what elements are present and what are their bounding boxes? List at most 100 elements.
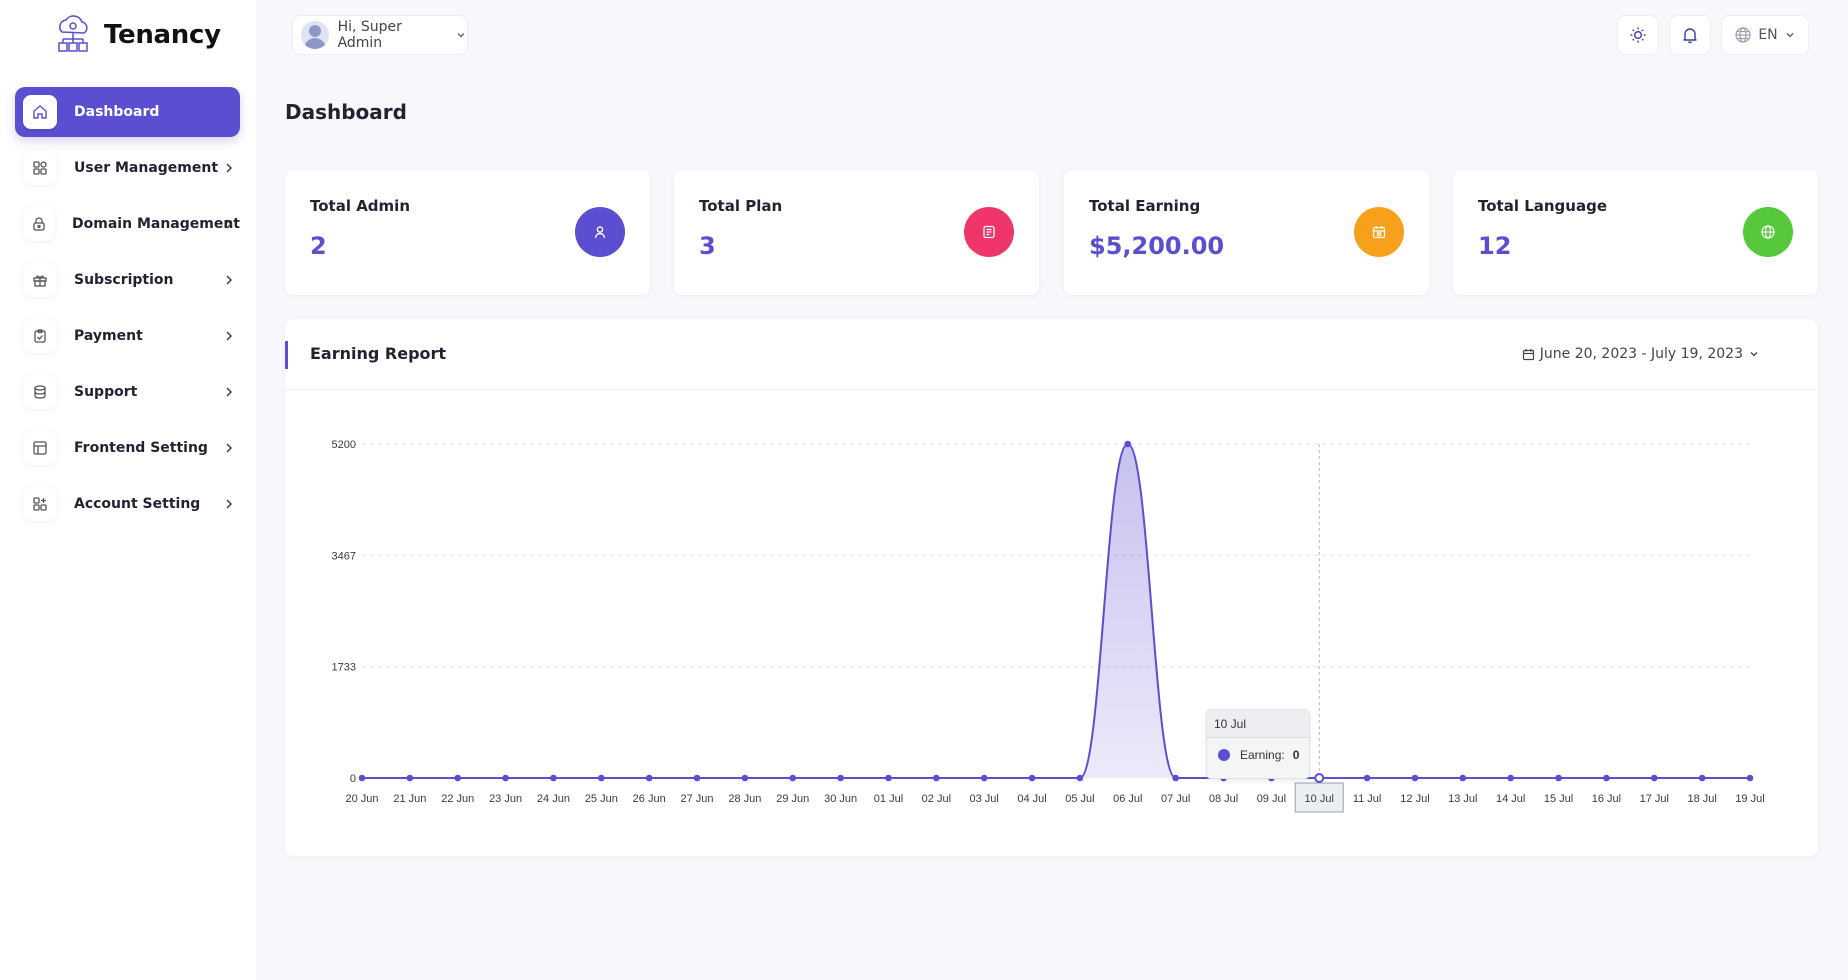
sidebar-item-label: Domain Management — [72, 216, 240, 232]
theme-toggle-button[interactable] — [1617, 15, 1659, 55]
gift-icon — [23, 263, 57, 297]
sidebar: Tenancy Dashboard User Management Domain… — [0, 0, 256, 980]
data-point[interactable] — [1555, 774, 1562, 782]
chevron-right-icon — [226, 499, 232, 509]
earning-report-header: Earning Report June 20, 2023 - July 19, … — [285, 319, 1818, 390]
data-point[interactable] — [1746, 774, 1754, 782]
data-point[interactable] — [1076, 774, 1084, 782]
x-tick-label: 21 Jun — [393, 793, 426, 805]
tooltip-title: 10 Jul — [1207, 710, 1309, 738]
data-point[interactable] — [1314, 773, 1325, 783]
data-point[interactable] — [837, 774, 844, 782]
stat-value: 2 — [310, 232, 327, 260]
x-tick-label: 01 Jul — [874, 793, 903, 805]
data-point[interactable] — [1172, 774, 1179, 782]
chevron-right-icon — [226, 163, 232, 173]
avatar — [301, 21, 329, 49]
sidebar-item-dashboard[interactable]: Dashboard — [15, 87, 240, 137]
language-selector[interactable]: EN — [1721, 15, 1809, 55]
x-tick-label: 29 Jun — [776, 793, 809, 805]
chevron-right-icon — [226, 331, 232, 341]
stat-card-total-earning: Total Earning $5,200.00 — [1064, 170, 1429, 295]
sidebar-item-frontend-setting[interactable]: Frontend Setting — [15, 423, 240, 473]
data-point[interactable] — [1507, 774, 1514, 782]
x-tick-label: 06 Jul — [1113, 793, 1142, 805]
data-point[interactable] — [1411, 774, 1419, 782]
date-range-picker[interactable]: June 20, 2023 - July 19, 2023 — [1522, 346, 1760, 362]
x-tick-label: 08 Jul — [1209, 793, 1238, 805]
x-tick-label: 09 Jul — [1257, 793, 1286, 805]
x-tick-label: 16 Jul — [1592, 793, 1621, 805]
stat-value: 3 — [699, 232, 716, 260]
sidebar-item-user-management[interactable]: User Management — [15, 143, 240, 193]
data-point[interactable] — [502, 774, 509, 782]
earning-chart: 0 1733 3467 5200 20 Jun 21 Jun 22 Jun 23 Jun 24 … — [332, 439, 1765, 813]
sidebar-item-label: Account Setting — [74, 496, 201, 512]
data-point[interactable] — [1028, 774, 1036, 782]
crosshair-label-box — [1294, 782, 1344, 813]
data-point[interactable] — [1124, 440, 1132, 448]
stat-label: Total Language — [1478, 197, 1608, 215]
earning-report-title: Earning Report — [310, 344, 447, 363]
language-code: EN — [1758, 27, 1778, 43]
title-accent-bar — [285, 341, 288, 369]
stat-label: Total Plan — [699, 197, 783, 215]
x-tick-label: 26 Jun — [633, 793, 666, 805]
data-point[interactable] — [1459, 774, 1467, 782]
x-tick-label: 22 Jun — [441, 793, 474, 805]
chevron-right-icon — [226, 387, 232, 397]
data-point[interactable] — [885, 774, 892, 782]
x-tick-label: 02 Jul — [922, 793, 951, 805]
sidebar-item-subscription[interactable]: Subscription — [15, 255, 240, 305]
chevron-right-icon — [226, 275, 232, 285]
x-tick-label: 13 Jul — [1448, 793, 1477, 805]
calendar-icon — [1522, 348, 1534, 360]
x-tick-label: 04 Jul — [1017, 793, 1046, 805]
home-icon — [23, 95, 57, 129]
data-point[interactable] — [1363, 774, 1371, 782]
data-point[interactable] — [741, 774, 749, 782]
x-tick-label: 15 Jul — [1544, 793, 1573, 805]
x-tick-label: 27 Jun — [681, 793, 714, 805]
data-point[interactable] — [598, 774, 605, 782]
user-menu-button[interactable]: Hi, Super Admin — [292, 15, 468, 55]
sidebar-item-label: Frontend Setting — [74, 440, 208, 456]
stat-label: Total Earning — [1089, 197, 1201, 215]
y-tick-label: 3467 — [332, 550, 356, 562]
sidebar-item-support[interactable]: Support — [15, 367, 240, 417]
logo[interactable]: Tenancy — [50, 12, 221, 58]
stat-label: Total Admin — [310, 197, 410, 215]
chart-tooltip: 10 Jul Earning: 0 — [1206, 709, 1310, 779]
data-point[interactable] — [645, 774, 653, 782]
data-point[interactable] — [406, 774, 414, 782]
sidebar-item-account-setting[interactable]: Account Setting — [15, 479, 240, 529]
data-point[interactable] — [1698, 774, 1706, 782]
data-point[interactable] — [454, 774, 462, 782]
document-icon — [964, 207, 1014, 257]
stat-card-total-language: Total Language 12 — [1453, 170, 1818, 295]
data-point[interactable] — [1603, 774, 1610, 782]
sidebar-item-domain-management[interactable]: Domain Management — [15, 199, 240, 249]
y-tick-label: 1733 — [332, 662, 356, 674]
data-point[interactable] — [693, 774, 701, 782]
user-icon — [575, 207, 625, 257]
data-point[interactable] — [1650, 774, 1658, 782]
user-greeting: Hi, Super Admin — [337, 19, 402, 51]
data-point[interactable] — [550, 774, 557, 782]
x-tick-label: 07 Jul — [1161, 793, 1190, 805]
sidebar-item-label: Dashboard — [74, 104, 160, 120]
notifications-button[interactable] — [1669, 15, 1711, 55]
sidebar-item-payment[interactable]: Payment — [15, 311, 240, 361]
sidebar-item-label: Support — [74, 384, 138, 400]
x-tick-label: 03 Jul — [970, 793, 999, 805]
data-point[interactable] — [358, 774, 366, 782]
data-point[interactable] — [933, 774, 940, 782]
x-tick-label: 12 Jul — [1400, 793, 1429, 805]
data-point[interactable] — [980, 774, 988, 782]
data-point[interactable] — [789, 774, 797, 782]
globe-icon — [1735, 27, 1751, 43]
calendar-icon — [1354, 207, 1404, 257]
chevron-down-icon — [457, 33, 465, 38]
layout-icon — [23, 431, 57, 465]
grid-icon — [23, 151, 57, 185]
